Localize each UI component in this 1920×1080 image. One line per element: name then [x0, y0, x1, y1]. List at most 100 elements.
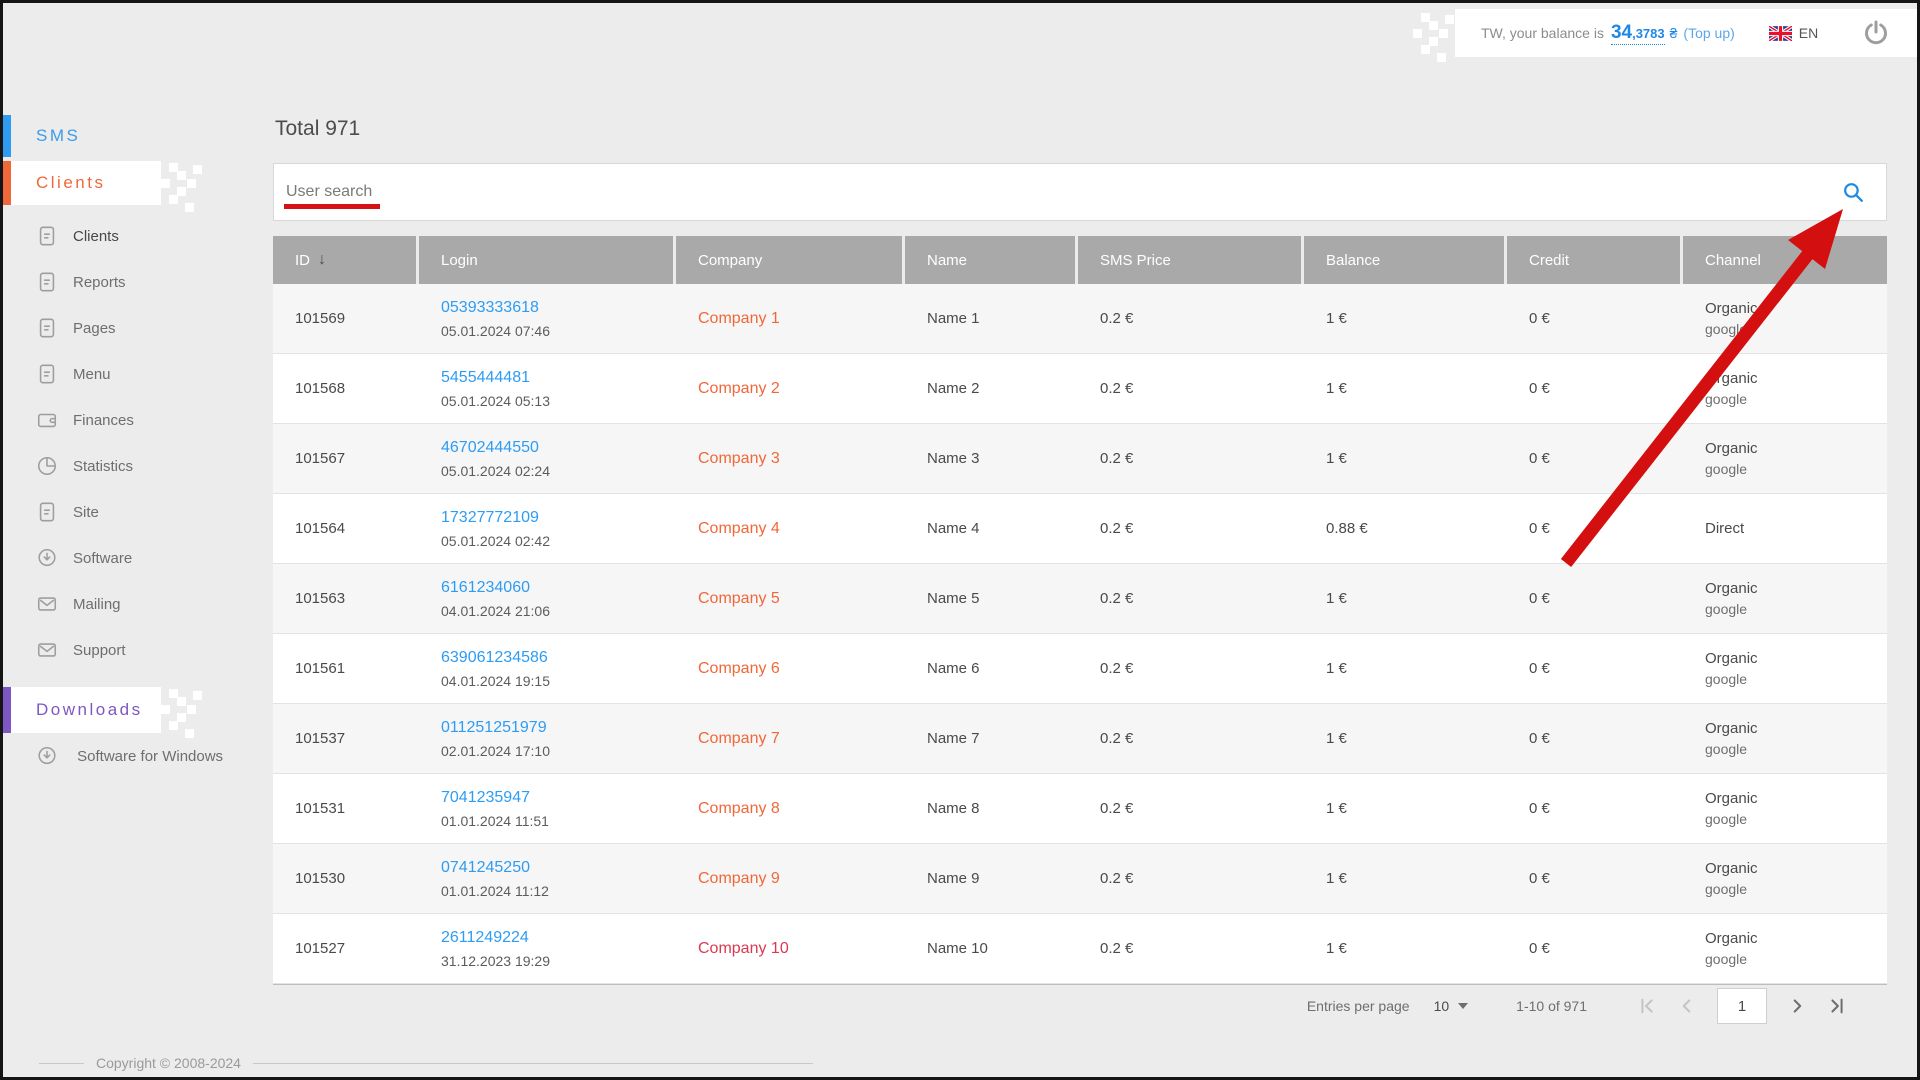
table-row: 101530 0741245250 01.01.2024 11:12 Compa…	[273, 844, 1887, 914]
login-link[interactable]: 5455444481	[441, 368, 530, 386]
previous-page-button[interactable]	[1667, 995, 1707, 1017]
pixel-decoration	[161, 689, 203, 744]
table-row: 101563 6161234060 04.01.2024 21:06 Compa…	[273, 564, 1887, 634]
sidebar-item-support[interactable]: Support	[3, 627, 268, 673]
login-link[interactable]: 05393333618	[441, 298, 539, 316]
cell-login: 011251251979 02.01.2024 17:10	[419, 704, 676, 773]
cell-balance: 1 €	[1326, 380, 1347, 397]
table-row: 101527 2611249224 31.12.2023 19:29 Compa…	[273, 914, 1887, 984]
sidebar-item-label: Support	[73, 641, 126, 659]
cell-sms-price: 0.2 €	[1100, 380, 1134, 397]
next-page-button[interactable]	[1777, 995, 1817, 1017]
logout-power-button[interactable]	[1861, 18, 1891, 48]
cell-channel: Organic google	[1705, 650, 1758, 687]
table-row: 101537 011251251979 02.01.2024 17:10 Com…	[273, 704, 1887, 774]
company-link[interactable]: Company 3	[698, 449, 780, 467]
login-link[interactable]: 46702444550	[441, 438, 539, 456]
cell-login: 17327772109 05.01.2024 02:42	[419, 494, 676, 563]
login-link[interactable]: 6161234060	[441, 578, 530, 596]
cell-name: Name 2	[927, 380, 980, 397]
pie-chart-icon	[36, 455, 60, 477]
column-header-company[interactable]: Company	[676, 236, 905, 284]
language-selector[interactable]: EN	[1767, 24, 1819, 42]
sidebar-item-pages[interactable]: Pages	[3, 305, 268, 351]
language-code: EN	[1798, 25, 1819, 41]
balance-amount[interactable]: 34,3783	[1610, 22, 1665, 45]
chevron-right-icon	[1786, 999, 1808, 1020]
sidebar-item-reports[interactable]: Reports	[3, 259, 268, 305]
sidebar-item-site[interactable]: Site	[3, 489, 268, 535]
login-link[interactable]: 011251251979	[441, 718, 547, 736]
page-size-select[interactable]: 10	[1434, 998, 1469, 1014]
cell-channel: Organic google	[1705, 860, 1758, 897]
login-link[interactable]: 2611249224	[441, 928, 529, 946]
sidebar-item-software-for-windows[interactable]: Software for Windows	[3, 739, 268, 775]
sidebar-item-finances[interactable]: Finances	[3, 397, 268, 443]
cell-sms-price: 0.2 €	[1100, 520, 1134, 537]
login-link[interactable]: 639061234586	[441, 648, 548, 666]
sidebar-section-clients[interactable]: Clients	[3, 161, 268, 212]
column-label: Channel	[1705, 251, 1761, 269]
cell-balance: 1 €	[1326, 310, 1347, 327]
document-icon	[36, 363, 60, 385]
first-page-button[interactable]	[1627, 995, 1667, 1017]
company-link[interactable]: Company 2	[698, 379, 780, 397]
cell-channel: Organic google	[1705, 580, 1758, 617]
sidebar-section-downloads[interactable]: Downloads	[3, 687, 268, 738]
current-page-input[interactable]: 1	[1717, 988, 1767, 1024]
column-header-credit[interactable]: Credit	[1507, 236, 1683, 284]
user-search-input[interactable]	[286, 164, 1786, 220]
company-link[interactable]: Company 7	[698, 729, 780, 747]
document-icon	[36, 225, 60, 247]
registration-date: 04.01.2024 19:15	[441, 672, 550, 689]
column-label: Credit	[1529, 251, 1570, 269]
envelope-icon	[36, 639, 60, 661]
cell-login: 0741245250 01.01.2024 11:12	[419, 844, 676, 913]
top-up-link[interactable]: (Top up)	[1683, 24, 1735, 41]
search-button[interactable]	[1841, 180, 1866, 205]
company-link[interactable]: Company 10	[698, 939, 789, 957]
sidebar-item-software[interactable]: Software	[3, 535, 268, 581]
registration-date: 05.01.2024 02:42	[441, 532, 550, 549]
table-row: 101568 5455444481 05.01.2024 05:13 Compa…	[273, 354, 1887, 424]
company-link[interactable]: Company 9	[698, 869, 780, 887]
column-header-channel[interactable]: Channel	[1683, 236, 1887, 284]
clients-section-label: Clients	[36, 173, 106, 192]
company-link[interactable]: Company 6	[698, 659, 780, 677]
company-link[interactable]: Company 5	[698, 589, 780, 607]
company-link[interactable]: Company 8	[698, 799, 780, 817]
column-header-id[interactable]: ID ↓	[273, 236, 419, 284]
table-row: 101569 05393333618 05.01.2024 07:46 Comp…	[273, 284, 1887, 354]
cell-company: Company 9	[676, 844, 905, 913]
table-row: 101531 7041235947 01.01.2024 11:51 Compa…	[273, 774, 1887, 844]
balance-info: TW, your balance is 34,3783 ₴ (Top up)	[1481, 22, 1735, 45]
company-link[interactable]: Company 4	[698, 519, 780, 537]
wallet-icon	[36, 409, 60, 431]
balance-fraction: ,3783	[1632, 25, 1665, 41]
cell-id: 101527	[295, 940, 346, 957]
login-link[interactable]: 7041235947	[441, 788, 530, 806]
cell-balance: 1 €	[1326, 940, 1347, 957]
company-link[interactable]: Company 1	[698, 309, 780, 327]
annotation-underline	[284, 204, 380, 209]
document-icon	[36, 271, 60, 293]
sidebar-item-clients[interactable]: Clients	[3, 213, 268, 259]
column-header-sms-price[interactable]: SMS Price	[1078, 236, 1304, 284]
sidebar-section-sms[interactable]: SMS	[3, 115, 268, 157]
column-header-balance[interactable]: Balance	[1304, 236, 1507, 284]
cell-balance: 1 €	[1326, 590, 1347, 607]
sidebar-item-label: Pages	[73, 319, 116, 337]
cell-channel: Organic google	[1705, 440, 1758, 477]
cell-sms-price: 0.2 €	[1100, 870, 1134, 887]
column-header-login[interactable]: Login	[419, 236, 676, 284]
login-link[interactable]: 17327772109	[441, 508, 539, 526]
sidebar-item-mailing[interactable]: Mailing	[3, 581, 268, 627]
column-label: Balance	[1326, 251, 1381, 269]
last-page-button[interactable]	[1817, 995, 1857, 1017]
sidebar-item-menu[interactable]: Menu	[3, 351, 268, 397]
sidebar-item-statistics[interactable]: Statistics	[3, 443, 268, 489]
registration-date: 02.01.2024 17:10	[441, 742, 550, 759]
column-header-name[interactable]: Name	[905, 236, 1078, 284]
login-link[interactable]: 0741245250	[441, 858, 530, 876]
cell-channel: Organic google	[1705, 300, 1758, 337]
